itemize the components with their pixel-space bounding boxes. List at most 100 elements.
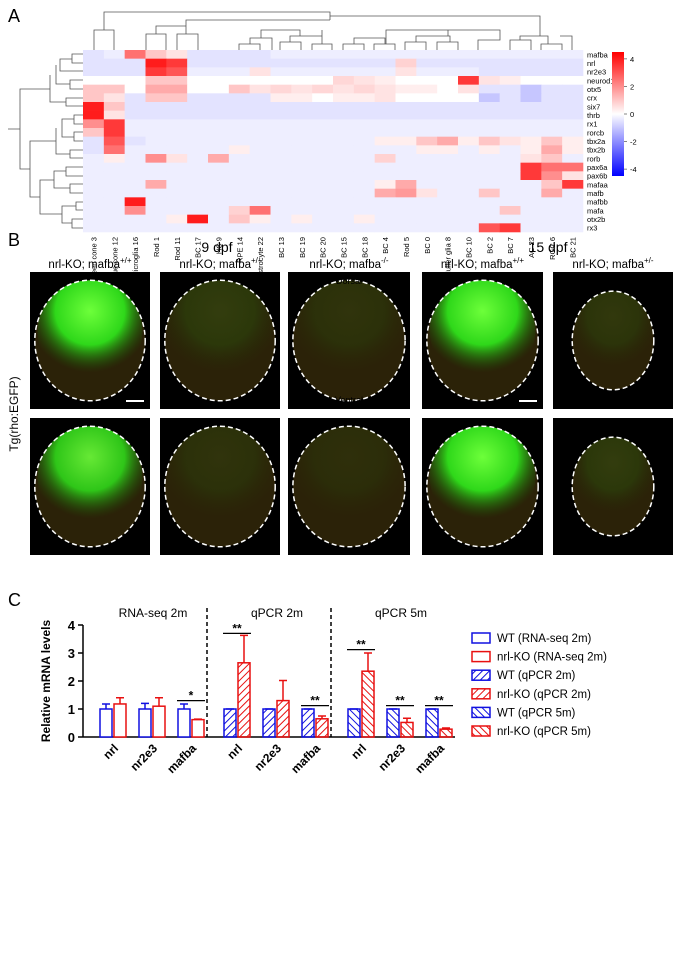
column-label: Muller glia 8 [444, 237, 453, 277]
egfp-signal [295, 280, 403, 383]
column-label: BC 0 [423, 237, 432, 254]
heatmap-cell [437, 50, 459, 59]
heatmap-cell [228, 50, 250, 59]
heatmap-cell [374, 206, 396, 215]
row-label: mafbb [587, 198, 608, 207]
heatmap-cell [228, 162, 250, 172]
heatmap-cell [478, 50, 500, 59]
heatmap-cell [270, 214, 292, 224]
column-label: RPE 14 [235, 237, 244, 263]
significance-label: ** [395, 694, 405, 708]
heatmap-cell [249, 136, 271, 146]
heatmap-cell [270, 58, 292, 68]
egfp-signal [429, 426, 536, 529]
row-label: nrl [587, 59, 596, 68]
heatmap-cell [562, 171, 584, 181]
bar [361, 670, 375, 738]
heatmap-cell [395, 50, 417, 59]
column-label: nrl-KO; mafba+/- [572, 256, 653, 271]
heatmap-cell [499, 197, 521, 207]
heatmap-cell [291, 171, 313, 181]
heatmap-cell [270, 162, 292, 172]
panel-label: C [8, 590, 21, 610]
heatmap-cell [103, 188, 125, 198]
heatmap-cell [333, 145, 355, 155]
heatmap-cell [312, 171, 334, 181]
heatmap-cell [187, 93, 209, 103]
heatmap-cell [249, 162, 271, 172]
row-label: tbx2a [587, 137, 606, 146]
heatmap-cell [312, 128, 334, 137]
heatmap-cell [228, 171, 250, 181]
row-label: six7 [587, 102, 600, 111]
heatmap-cell [458, 102, 480, 111]
x-tick-label: nrl [100, 741, 121, 762]
heatmap-cell [416, 93, 438, 103]
heatmap-cell [374, 197, 396, 207]
error-bar [194, 718, 202, 720]
heatmap-cell [208, 136, 230, 146]
column-label: UV/Blue cone 12 [110, 237, 119, 293]
orientation-label: Dorsal [600, 276, 626, 286]
heatmap-cell [103, 58, 125, 68]
heatmap-cell [312, 188, 334, 198]
heatmap-cell [103, 110, 125, 120]
heatmap-cell [458, 128, 480, 137]
heatmap-cell [145, 223, 167, 233]
colorbar-tick-label: 0 [630, 110, 634, 119]
heatmap-cell [541, 110, 563, 120]
heatmap-cell [166, 58, 188, 68]
heatmap-cell [83, 180, 105, 189]
bar [138, 708, 152, 738]
heatmap-cell [270, 188, 292, 198]
heatmap-cell [83, 154, 105, 163]
heatmap-cell [395, 93, 417, 103]
colorbar [612, 52, 624, 176]
micrograph-panel: 9 dpf 15 dpf Tg(rho:EGFP) nrl-KO; mafba+/+ n… [7, 239, 673, 555]
heatmap-cell [478, 197, 500, 207]
heatmap-cell [228, 84, 250, 94]
column-label: BC 10 [464, 237, 473, 258]
row-label: rx1 [587, 120, 597, 129]
heatmap-cell [145, 188, 167, 198]
heatmap-cell [562, 93, 584, 103]
heatmap-cell [145, 67, 167, 77]
bar [223, 708, 237, 738]
heatmap-cell [562, 128, 584, 137]
column-label: BC 21 [569, 237, 578, 258]
heatmap-cell [83, 214, 105, 224]
heatmap-cell [145, 58, 167, 68]
heatmap-cell [374, 145, 396, 155]
heatmap-cell [437, 93, 459, 103]
heatmap-cell [478, 162, 500, 172]
heatmap-cell [187, 197, 209, 207]
heatmap-cell [458, 188, 480, 198]
heatmap-cell [103, 206, 125, 215]
heatmap-cell [353, 84, 375, 94]
heatmap-cell [166, 102, 188, 111]
heatmap-cell [208, 128, 230, 137]
heatmap-cell [166, 136, 188, 146]
heatmap-cell [312, 84, 334, 94]
heatmap-cell [312, 206, 334, 215]
heatmap-cell [458, 214, 480, 224]
y-tick-label: 4 [68, 618, 76, 633]
bar [113, 703, 127, 738]
y-tick-label: 2 [68, 674, 75, 689]
heatmap-cell [270, 154, 292, 163]
heatmap-cell [270, 102, 292, 111]
bar [425, 708, 439, 738]
heatmap-cell [437, 162, 459, 172]
eye-outline [292, 425, 406, 548]
panel-label: A [8, 6, 20, 26]
heatmap-cell [312, 93, 334, 103]
heatmap-cell [478, 154, 500, 163]
row-label: rorcb [587, 128, 604, 137]
heatmap-cell [270, 171, 292, 181]
heatmap-cell [416, 214, 438, 224]
heatmap-cell [499, 102, 521, 111]
error-bar [279, 679, 287, 701]
heatmap-cell [145, 50, 167, 59]
egfp-signal [295, 426, 403, 529]
y-axis-title: Relative mRNA levels [39, 620, 53, 743]
